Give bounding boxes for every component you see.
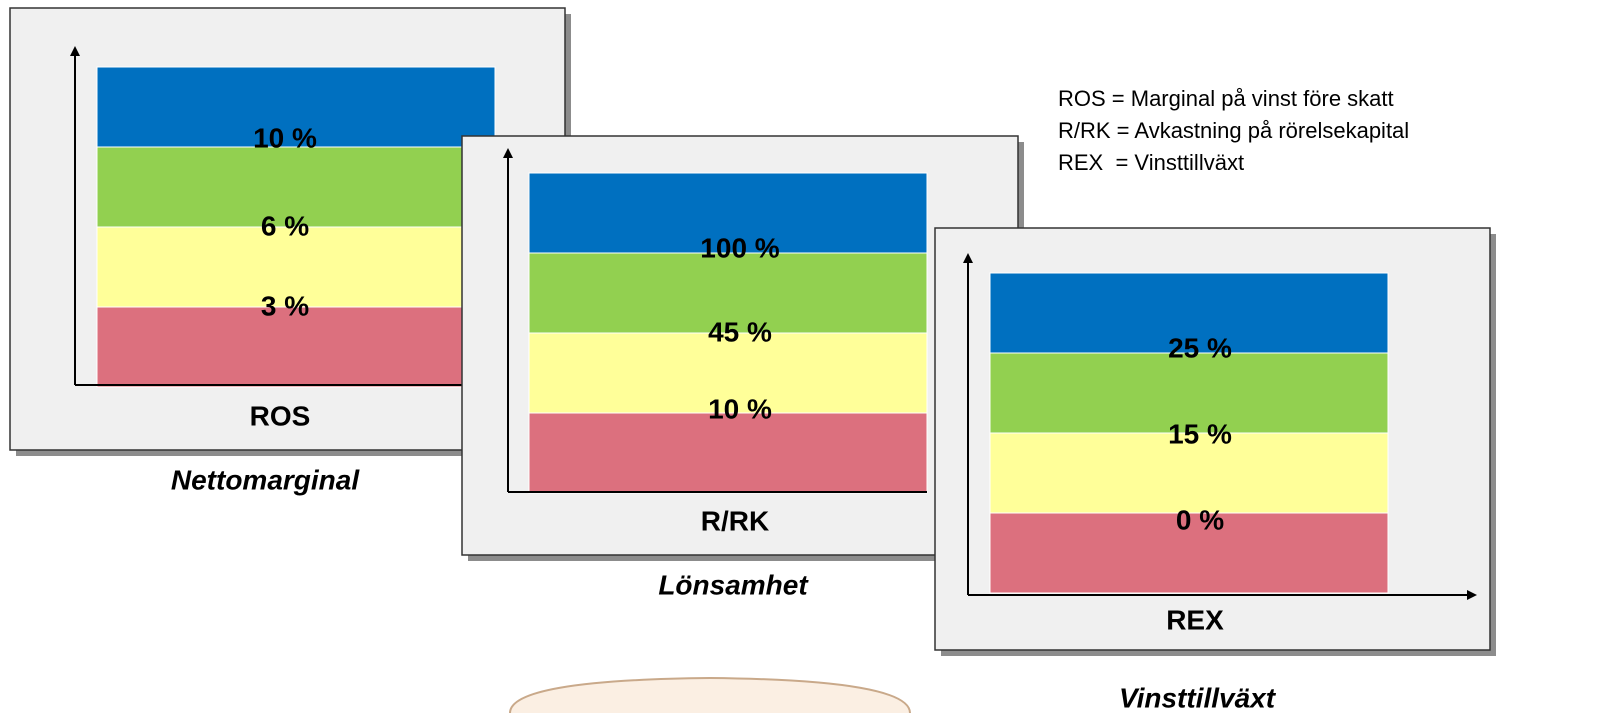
- band: [528, 252, 928, 334]
- band: [989, 512, 1389, 594]
- threshold-label: 25 %: [1168, 332, 1232, 363]
- legend-line: R/RK = Avkastning på rörelsekapital: [1058, 118, 1409, 143]
- axis-label: R/RK: [701, 505, 769, 536]
- caption: Nettomarginal: [171, 464, 360, 495]
- band: [96, 146, 496, 228]
- panel: 25 % 15 % 0 % REX: [934, 227, 1496, 656]
- threshold-label: 3 %: [261, 290, 309, 321]
- bottom-shape: [509, 676, 911, 713]
- band: [528, 412, 928, 494]
- band: [96, 66, 496, 148]
- band: [528, 172, 928, 254]
- axis-label: ROS: [250, 400, 311, 431]
- legend-line: REX = Vinsttillväxt: [1058, 150, 1244, 175]
- panels: 10 % 6 % 3 % ROS 100 % 45 % 10 % R/RK 25 % 15 % 0 …: [9, 7, 1496, 656]
- band: [96, 226, 496, 308]
- panel: 100 % 45 % 10 % R/RK: [461, 135, 1024, 561]
- caption: Vinsttillväxt: [1119, 682, 1277, 713]
- band: [989, 432, 1389, 514]
- band: [96, 306, 496, 388]
- caption: Lönsamhet: [658, 569, 809, 600]
- threshold-label: 0 %: [1176, 504, 1224, 535]
- band: [989, 272, 1389, 354]
- band: [989, 352, 1389, 434]
- band: [528, 332, 928, 414]
- threshold-label: 6 %: [261, 210, 309, 241]
- threshold-label: 45 %: [708, 316, 772, 347]
- axis-label: REX: [1166, 604, 1224, 635]
- threshold-label: 100 %: [700, 232, 779, 263]
- threshold-label: 10 %: [708, 393, 772, 424]
- legend-line: ROS = Marginal på vinst före skatt: [1058, 86, 1394, 111]
- threshold-label: 10 %: [253, 122, 317, 153]
- threshold-label: 15 %: [1168, 418, 1232, 449]
